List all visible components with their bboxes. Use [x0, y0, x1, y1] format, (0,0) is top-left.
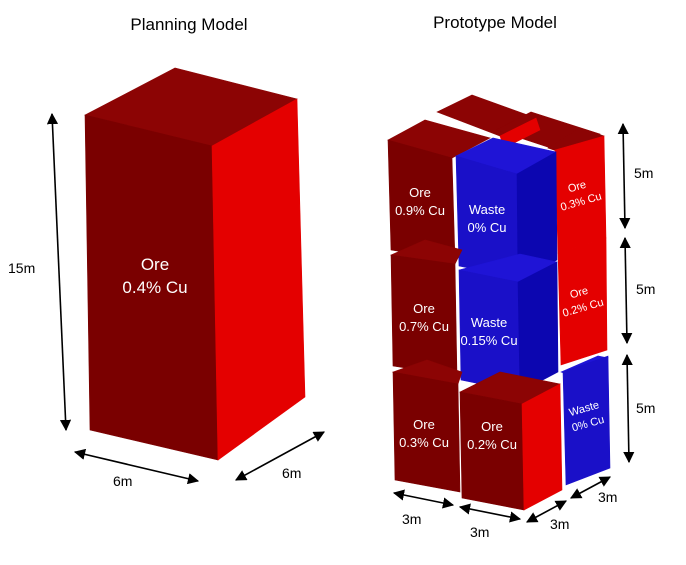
block-bottom-mid-label-line2: 0.2% Cu — [467, 437, 517, 452]
prototype-depth-front-arrow — [526, 500, 567, 523]
prototype-depth-back-arrow — [570, 476, 611, 499]
block-mid-mid-label-line1: Waste — [471, 315, 507, 330]
block-top-mid-side — [516, 151, 558, 279]
block-mid-right-label-line1: Ore — [569, 285, 590, 302]
block-bottom-left-label-line1: Ore — [413, 417, 435, 432]
prototype-depth-front-label: 3m — [550, 516, 569, 532]
prototype-layer-top — [387, 119, 607, 279]
block-mid-left-label-line2: 0.7% Cu — [399, 319, 449, 334]
block-top-left-label-line1: Ore — [409, 185, 431, 200]
block-top-mid-label-line1: Waste — [469, 202, 505, 217]
planning-height-arrow — [46, 112, 72, 432]
planning-width-label: 6m — [113, 473, 132, 489]
prototype-height-top-arrow — [617, 122, 631, 230]
prototype-height-top-label: 5m — [634, 165, 653, 181]
block-mid-left-label-line1: Ore — [413, 301, 435, 316]
prototype-width-mid-arrow — [458, 503, 522, 523]
block-bottom-mid-side — [521, 383, 563, 511]
prototype-height-bottom-arrow — [621, 353, 635, 464]
planning-block: Ore 0.4% Cu — [84, 67, 306, 461]
prototype-labels: Ore 0.9% Cu Waste 0% Cu Ore 0.3% Cu Ore … — [395, 179, 606, 452]
block-bottom-mid-label-line1: Ore — [481, 419, 503, 434]
prototype-width-left-label: 3m — [402, 511, 421, 527]
prototype-depth-back-label: 3m — [598, 489, 617, 505]
planning-width-arrow — [73, 448, 200, 485]
block-top-right-label-line1: Ore — [567, 179, 588, 196]
planning-block-label-line1: Ore — [141, 255, 169, 274]
block-bottom-right-front — [562, 355, 611, 486]
prototype-model-title: Prototype Model — [433, 13, 557, 32]
planning-block-label-line2: 0.4% Cu — [122, 278, 187, 297]
block-mid-right-front — [557, 237, 608, 366]
prototype-layer-bottom — [391, 355, 611, 511]
planning-depth-arrow — [235, 431, 325, 481]
block-mid-mid-side — [517, 261, 559, 393]
prototype-height-mid-label: 5m — [636, 281, 655, 297]
planning-model-title: Planning Model — [130, 15, 247, 34]
planning-depth-label: 6m — [282, 465, 301, 481]
block-bottom-left-front — [392, 371, 461, 493]
planning-height-label: 15m — [8, 260, 35, 276]
block-bottom-left-label-line2: 0.3% Cu — [399, 435, 449, 450]
prototype-height-mid-arrow — [619, 236, 633, 345]
planning-block-side — [211, 98, 306, 461]
prototype-width-mid-label: 3m — [470, 524, 489, 540]
block-top-left-label-line2: 0.9% Cu — [395, 203, 445, 218]
block-top-mid-label-line2: 0% Cu — [467, 220, 506, 235]
prototype-width-left-arrow — [392, 489, 455, 509]
block-mid-mid-front — [458, 269, 521, 393]
prototype-height-bottom-label: 5m — [636, 400, 655, 416]
block-mid-mid-label-line2: 0.15% Cu — [460, 333, 517, 348]
prototype-layer-mid — [389, 237, 608, 393]
